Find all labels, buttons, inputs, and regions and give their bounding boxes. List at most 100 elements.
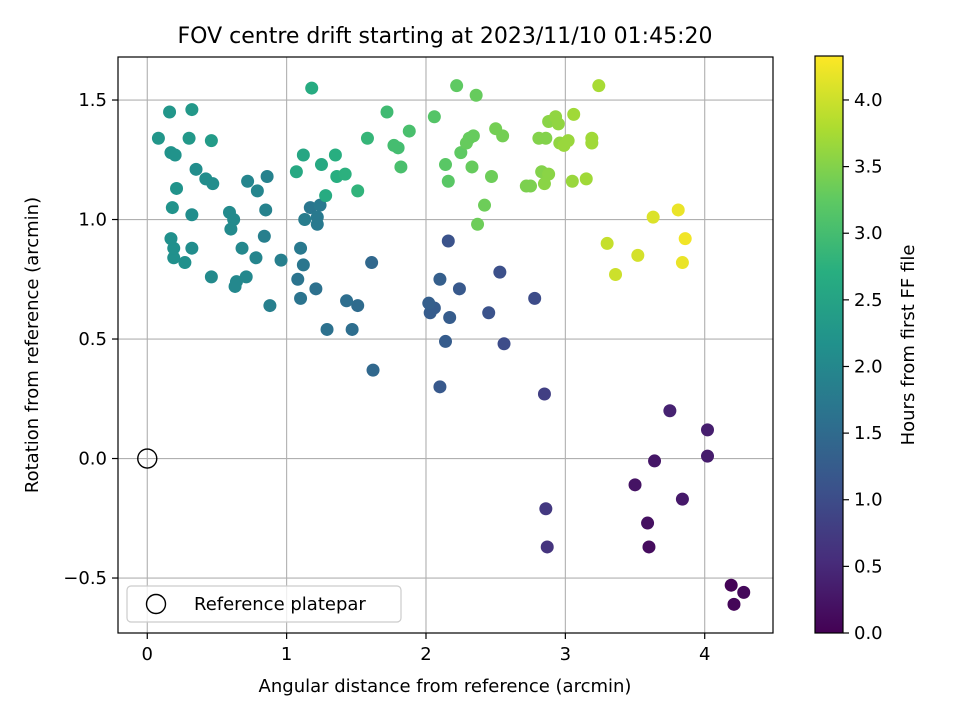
data-point — [450, 79, 464, 93]
data-point — [224, 222, 238, 236]
data-point — [537, 387, 551, 401]
data-point — [524, 179, 538, 193]
data-point — [296, 148, 310, 162]
colorbar-ticks: 0.0 0.5 1.0 1.5 2.0 2.5 3.0 3.5 4.0 — [843, 90, 883, 644]
x-tick-label: 0 — [142, 644, 153, 665]
data-point — [592, 79, 606, 93]
data-point — [539, 502, 553, 516]
data-point — [320, 322, 334, 336]
colorbar-tick-label: 2.0 — [854, 356, 883, 377]
data-point — [165, 201, 179, 215]
data-point — [561, 134, 575, 148]
data-point — [351, 184, 365, 198]
data-point — [528, 291, 542, 305]
data-point — [641, 516, 655, 530]
data-point — [678, 232, 692, 246]
data-point — [167, 251, 181, 265]
data-point — [675, 256, 689, 270]
data-point — [185, 241, 199, 255]
data-point — [298, 213, 312, 227]
data-point — [303, 201, 317, 215]
data-point — [204, 134, 218, 148]
data-point — [484, 170, 498, 184]
data-point — [250, 184, 264, 198]
x-tick-label: 4 — [699, 644, 710, 665]
data-point — [249, 251, 263, 265]
data-point — [163, 105, 177, 119]
data-point — [313, 198, 327, 212]
data-point — [345, 322, 359, 336]
data-point — [294, 241, 308, 255]
data-point — [493, 265, 507, 279]
data-point — [427, 110, 441, 124]
colorbar-tick-label: 0.5 — [854, 556, 883, 577]
data-point — [189, 162, 203, 176]
colorbar-tick-label: 4.0 — [854, 90, 883, 111]
data-point — [291, 272, 305, 286]
data-point — [701, 423, 714, 437]
y-tick-label: −0.5 — [63, 568, 107, 589]
data-point — [263, 299, 277, 313]
chart-title: FOV centre drift starting at 2023/11/10 … — [178, 24, 713, 49]
data-point — [340, 294, 354, 308]
data-point — [441, 174, 455, 188]
data-point — [394, 160, 408, 174]
data-point — [648, 454, 662, 468]
data-point — [565, 174, 579, 188]
data-point — [422, 296, 436, 310]
data-point — [289, 165, 303, 179]
colorbar-tick-label: 3.0 — [854, 223, 883, 244]
data-point — [305, 81, 319, 95]
data-point — [402, 124, 416, 138]
colorbar-tick-label: 3.5 — [854, 157, 883, 178]
data-point — [241, 174, 255, 188]
data-point — [380, 105, 394, 119]
y-axis-label: Rotation from reference (arcmin) — [22, 197, 43, 493]
data-point — [496, 129, 510, 143]
data-point — [294, 291, 308, 305]
x-axis-ticks: 0 1 2 3 4 — [142, 633, 710, 665]
data-point — [439, 334, 452, 348]
data-point — [182, 131, 196, 145]
data-point — [737, 585, 751, 599]
data-point — [314, 158, 328, 172]
data-point — [671, 203, 685, 217]
data-point — [170, 181, 184, 195]
data-point — [257, 229, 271, 243]
data-point — [452, 282, 466, 296]
data-point — [724, 578, 738, 592]
data-point — [642, 540, 656, 554]
data-point — [646, 210, 660, 224]
y-axis-ticks: −0.5 0.0 0.5 1.0 1.5 — [63, 90, 118, 589]
data-points — [137, 79, 751, 611]
grid-lines — [118, 57, 773, 633]
data-point — [185, 208, 199, 222]
legend: Reference platepar — [126, 585, 402, 623]
data-point — [631, 248, 645, 262]
y-tick-label: 1.5 — [78, 90, 107, 111]
data-point — [454, 146, 468, 160]
data-point — [338, 167, 352, 181]
data-point — [259, 203, 273, 217]
x-tick-label: 2 — [420, 644, 431, 665]
y-tick-label: 0.0 — [78, 449, 107, 470]
y-tick-label: 0.5 — [78, 329, 107, 350]
colorbar-tick-label: 0.0 — [854, 623, 883, 644]
data-point — [663, 404, 677, 418]
legend-label: Reference platepar — [194, 594, 366, 615]
x-tick-label: 1 — [281, 644, 292, 665]
data-point — [675, 492, 689, 506]
data-point — [727, 597, 741, 611]
data-point — [628, 478, 642, 492]
data-point — [609, 267, 623, 281]
data-point — [439, 158, 452, 172]
data-point — [328, 148, 342, 162]
data-point — [540, 540, 554, 554]
data-point — [309, 282, 323, 296]
data-point — [204, 270, 218, 284]
data-point — [391, 141, 405, 155]
colorbar-tick-label: 1.5 — [854, 423, 883, 444]
data-point — [239, 270, 253, 284]
data-point — [168, 148, 182, 162]
data-point — [600, 236, 614, 250]
